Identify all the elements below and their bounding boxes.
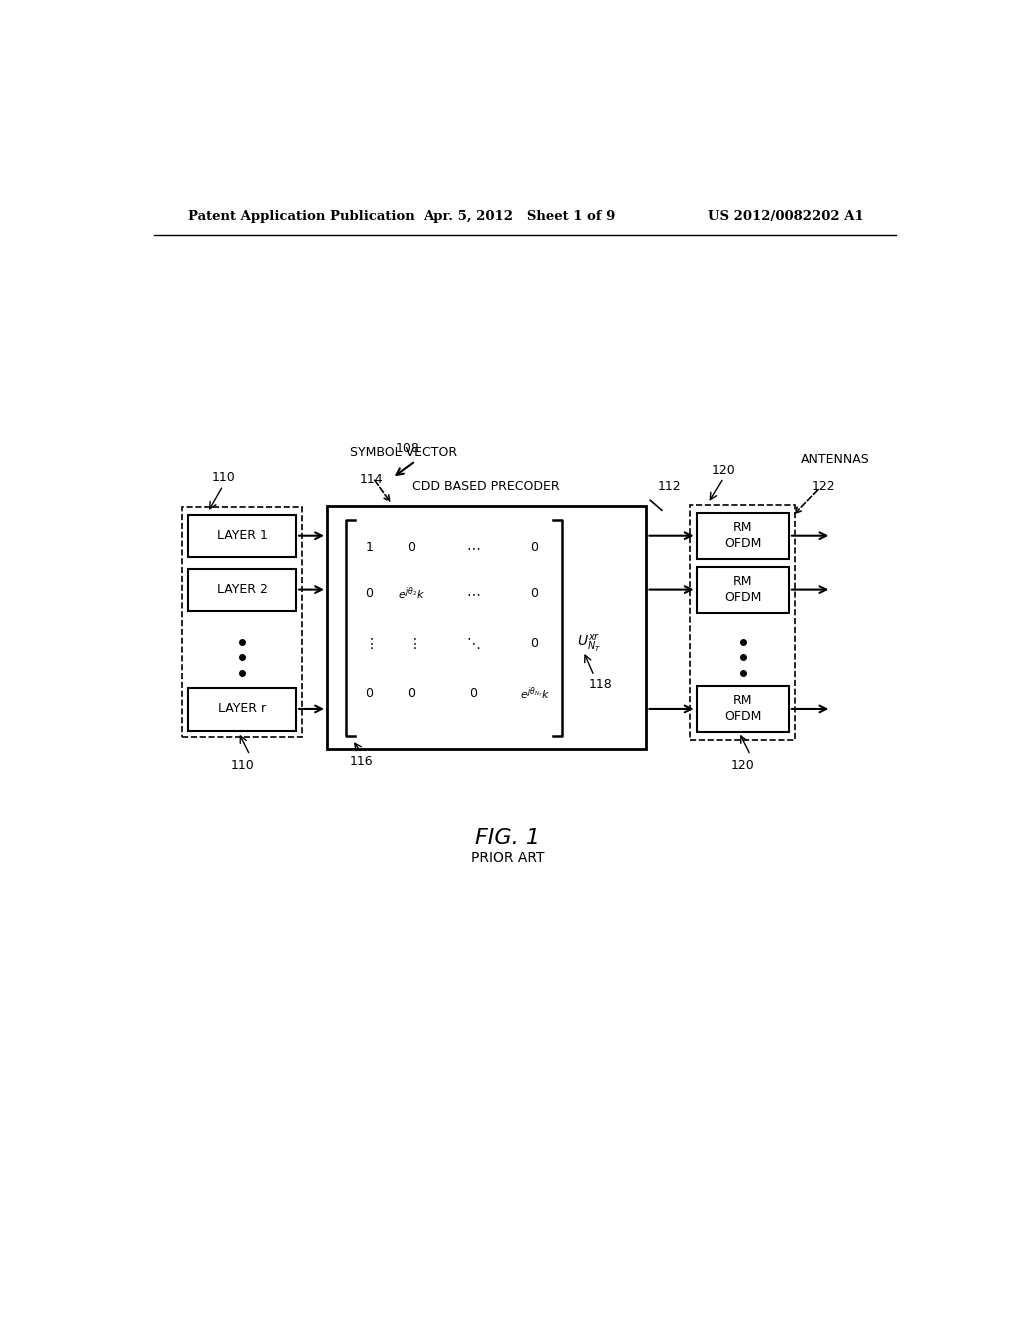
Text: 122: 122: [812, 480, 836, 494]
Text: Patent Application Publication: Patent Application Publication: [188, 210, 415, 223]
Text: $e^{j\theta_2}k$: $e^{j\theta_2}k$: [398, 585, 425, 602]
Text: US 2012/0082202 A1: US 2012/0082202 A1: [708, 210, 864, 223]
Text: $e^{j\theta_{N_T}}k$: $e^{j\theta_{N_T}}k$: [520, 685, 550, 702]
Text: LAYER r: LAYER r: [218, 702, 266, 715]
Text: $\cdots$: $\cdots$: [466, 586, 480, 601]
Text: $\vdots$: $\vdots$: [365, 636, 374, 651]
Text: $0$: $0$: [408, 541, 416, 554]
Bar: [327, 507, 646, 748]
Text: RM
OFDM: RM OFDM: [724, 576, 762, 605]
Text: $0$: $0$: [365, 587, 374, 601]
Text: 120: 120: [712, 463, 735, 477]
Text: $U_{N_T}^{xr}$: $U_{N_T}^{xr}$: [578, 632, 601, 655]
Text: $\cdots$: $\cdots$: [466, 540, 480, 554]
Text: $0$: $0$: [365, 686, 374, 700]
Text: 110: 110: [230, 759, 254, 772]
Text: FIG. 1: FIG. 1: [475, 829, 541, 849]
Text: PRIOR ART: PRIOR ART: [471, 851, 545, 866]
Bar: [188, 569, 296, 611]
Text: 110: 110: [211, 471, 236, 484]
Bar: [696, 686, 788, 733]
Text: Apr. 5, 2012   Sheet 1 of 9: Apr. 5, 2012 Sheet 1 of 9: [423, 210, 615, 223]
Text: $0$: $0$: [530, 638, 540, 649]
Text: $\vdots$: $\vdots$: [407, 636, 417, 651]
Bar: [188, 515, 296, 557]
Text: $1$: $1$: [365, 541, 374, 554]
Bar: [690, 506, 795, 739]
Text: $0$: $0$: [530, 541, 540, 554]
Text: 116: 116: [350, 755, 374, 768]
Text: 118: 118: [589, 678, 612, 692]
Text: 120: 120: [731, 759, 755, 772]
Text: 112: 112: [658, 479, 682, 492]
Text: $0$: $0$: [530, 587, 540, 601]
Text: LAYER 2: LAYER 2: [217, 583, 267, 597]
Bar: [188, 688, 296, 730]
Text: RM
OFDM: RM OFDM: [724, 694, 762, 723]
Text: SYMBOL VECTOR: SYMBOL VECTOR: [350, 446, 457, 459]
Text: 108: 108: [396, 442, 420, 455]
Bar: [182, 507, 302, 738]
Text: $0$: $0$: [408, 686, 416, 700]
Text: ANTENNAS: ANTENNAS: [801, 453, 869, 466]
Text: 114: 114: [359, 473, 383, 486]
Text: $0$: $0$: [469, 686, 478, 700]
Text: RM
OFDM: RM OFDM: [724, 521, 762, 550]
Bar: [696, 566, 788, 612]
Text: LAYER 1: LAYER 1: [217, 529, 267, 543]
Bar: [696, 512, 788, 558]
Text: CDD BASED PRECODER: CDD BASED PRECODER: [413, 479, 560, 492]
Text: $\ddots$: $\ddots$: [466, 636, 480, 651]
